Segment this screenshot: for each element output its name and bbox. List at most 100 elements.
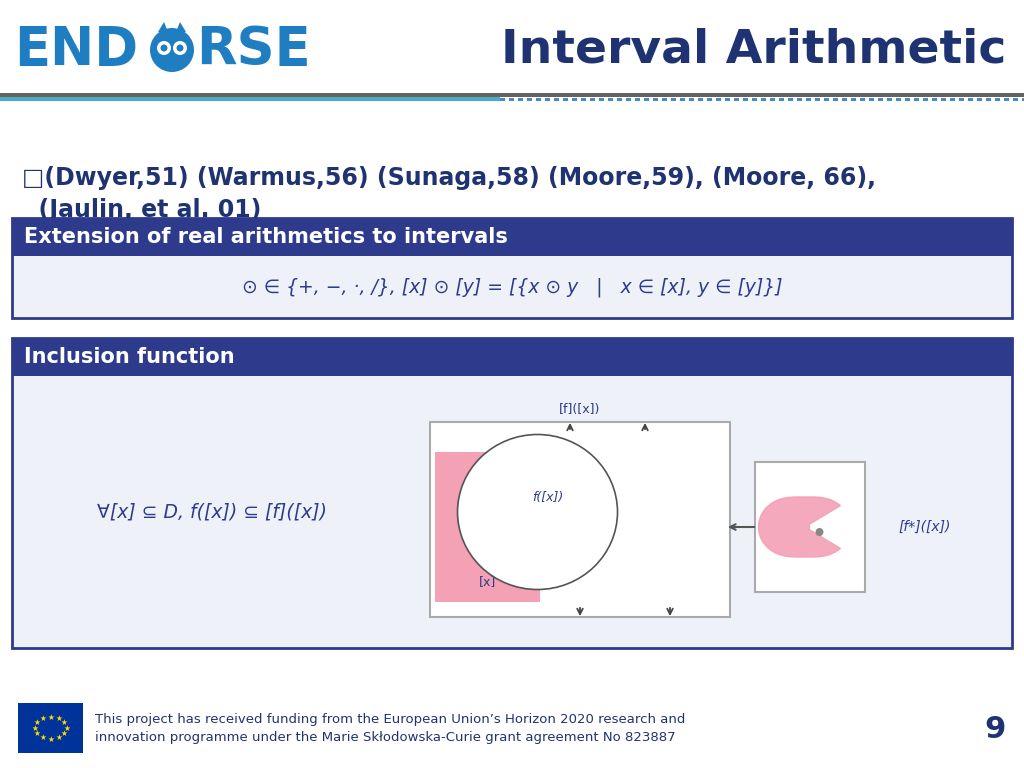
Text: (Jaulin, et al. 01): (Jaulin, et al. 01) bbox=[22, 198, 261, 222]
Polygon shape bbox=[176, 22, 186, 32]
Bar bbox=[653, 98, 658, 101]
Bar bbox=[878, 98, 883, 101]
Bar bbox=[824, 98, 829, 101]
Bar bbox=[689, 98, 694, 101]
Bar bbox=[0, 97, 500, 101]
Bar bbox=[887, 98, 892, 101]
Bar bbox=[12, 218, 1012, 256]
Bar bbox=[435, 452, 540, 602]
Bar bbox=[788, 98, 793, 101]
Bar bbox=[698, 98, 703, 101]
Ellipse shape bbox=[458, 435, 617, 590]
Bar bbox=[1022, 98, 1024, 101]
Text: ★: ★ bbox=[55, 714, 61, 723]
Circle shape bbox=[157, 41, 171, 55]
Bar bbox=[797, 98, 802, 101]
Bar bbox=[527, 98, 532, 101]
Bar bbox=[896, 98, 901, 101]
Bar bbox=[581, 98, 586, 101]
Text: ★: ★ bbox=[47, 713, 54, 721]
Bar bbox=[0, 0, 1024, 95]
Text: ★: ★ bbox=[60, 729, 68, 738]
Bar bbox=[734, 98, 739, 101]
Bar bbox=[755, 462, 865, 592]
Circle shape bbox=[815, 528, 823, 536]
Text: Inclusion function: Inclusion function bbox=[24, 347, 234, 367]
Bar bbox=[815, 98, 820, 101]
Text: 9: 9 bbox=[985, 716, 1006, 744]
Bar bbox=[635, 98, 640, 101]
Bar bbox=[671, 98, 676, 101]
Bar bbox=[18, 703, 83, 753]
Bar bbox=[626, 98, 631, 101]
Circle shape bbox=[161, 45, 168, 51]
Bar bbox=[545, 98, 550, 101]
Bar bbox=[869, 98, 874, 101]
Bar bbox=[500, 98, 505, 101]
Bar bbox=[842, 98, 847, 101]
Text: ★: ★ bbox=[63, 723, 70, 733]
Bar bbox=[968, 98, 973, 101]
Bar bbox=[430, 422, 730, 617]
Bar bbox=[599, 98, 604, 101]
Bar bbox=[12, 338, 1012, 648]
Bar bbox=[959, 98, 964, 101]
Bar bbox=[833, 98, 838, 101]
Text: END: END bbox=[14, 24, 138, 76]
Text: This project has received funding from the European Union’s Horizon 2020 researc: This project has received funding from t… bbox=[95, 713, 685, 727]
Bar bbox=[563, 98, 568, 101]
Polygon shape bbox=[158, 22, 168, 32]
Text: f([x]): f([x]) bbox=[531, 491, 563, 504]
Polygon shape bbox=[759, 497, 841, 557]
Bar bbox=[0, 93, 1024, 97]
Text: Interval Arithmetic: Interval Arithmetic bbox=[501, 28, 1006, 72]
Bar bbox=[12, 218, 1012, 318]
Circle shape bbox=[150, 28, 194, 72]
Bar bbox=[761, 98, 766, 101]
Bar bbox=[941, 98, 946, 101]
Text: innovation programme under the Marie Skłodowska-Curie grant agreement No 823887: innovation programme under the Marie Skł… bbox=[95, 731, 676, 744]
Text: ★: ★ bbox=[55, 733, 61, 742]
Bar bbox=[554, 98, 559, 101]
Bar bbox=[662, 98, 667, 101]
Bar bbox=[932, 98, 937, 101]
Text: [f]([x]): [f]([x]) bbox=[559, 403, 601, 416]
Bar bbox=[509, 98, 514, 101]
Bar bbox=[986, 98, 991, 101]
Circle shape bbox=[173, 41, 187, 55]
Bar bbox=[923, 98, 928, 101]
Bar bbox=[905, 98, 910, 101]
Bar bbox=[950, 98, 955, 101]
Text: ★: ★ bbox=[39, 733, 46, 742]
Text: [f*]([x]): [f*]([x]) bbox=[899, 520, 951, 534]
Circle shape bbox=[176, 45, 183, 51]
Text: Extension of real arithmetics to intervals: Extension of real arithmetics to interva… bbox=[24, 227, 508, 247]
Bar bbox=[608, 98, 613, 101]
Bar bbox=[725, 98, 730, 101]
Bar bbox=[644, 98, 649, 101]
Bar bbox=[1013, 98, 1018, 101]
Text: ★: ★ bbox=[33, 718, 40, 727]
Text: RSE: RSE bbox=[196, 24, 310, 76]
Bar bbox=[617, 98, 622, 101]
Bar bbox=[914, 98, 919, 101]
Text: ★: ★ bbox=[33, 729, 40, 738]
Text: [x]: [x] bbox=[479, 575, 496, 588]
Text: ★: ★ bbox=[60, 718, 68, 727]
Bar bbox=[860, 98, 865, 101]
Bar bbox=[590, 98, 595, 101]
Bar bbox=[1004, 98, 1009, 101]
Bar bbox=[995, 98, 1000, 101]
Bar bbox=[743, 98, 748, 101]
Bar bbox=[12, 338, 1012, 376]
Bar bbox=[572, 98, 577, 101]
Text: ★: ★ bbox=[39, 714, 46, 723]
Bar bbox=[536, 98, 541, 101]
Bar bbox=[779, 98, 784, 101]
Text: □(Dwyer,51) (Warmus,56) (Sunaga,58) (Moore,59), (Moore, 66),: □(Dwyer,51) (Warmus,56) (Sunaga,58) (Moo… bbox=[22, 166, 876, 190]
Bar bbox=[977, 98, 982, 101]
Bar bbox=[680, 98, 685, 101]
Text: ★: ★ bbox=[31, 723, 38, 733]
Text: ∀[x] ⊆ D, f([x]) ⊆ [f]([x]): ∀[x] ⊆ D, f([x]) ⊆ [f]([x]) bbox=[97, 502, 327, 521]
Bar bbox=[770, 98, 775, 101]
